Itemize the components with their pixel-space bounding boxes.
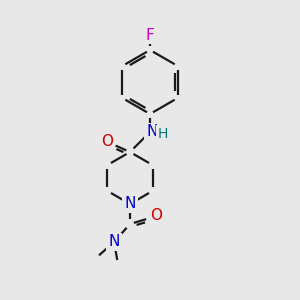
Text: O: O [150, 208, 162, 224]
Text: N: N [146, 124, 158, 140]
Text: O: O [101, 134, 113, 148]
Text: H: H [158, 127, 168, 141]
Text: N: N [124, 196, 136, 211]
Text: N: N [108, 235, 120, 250]
Text: F: F [146, 28, 154, 43]
